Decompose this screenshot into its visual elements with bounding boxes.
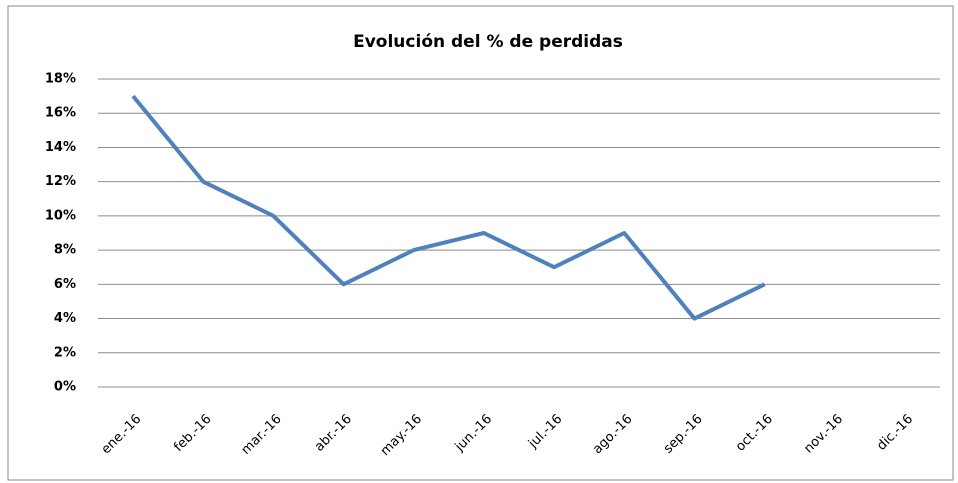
y-tick-label: 14% xyxy=(45,140,76,155)
y-tick-label: 4% xyxy=(54,311,76,326)
y-tick-label: 8% xyxy=(54,243,76,258)
y-tick-label: 18% xyxy=(45,72,76,87)
series-line xyxy=(131,94,766,321)
chart-title: Evolución del % de perdidas xyxy=(353,32,623,52)
chart-frame xyxy=(7,5,954,481)
y-tick-label: 10% xyxy=(45,208,76,223)
y-tick-label: 6% xyxy=(54,277,76,292)
y-tick-label: 16% xyxy=(45,106,76,121)
y-tick-label: 0% xyxy=(54,380,76,395)
y-tick-label: 2% xyxy=(54,345,76,360)
y-tick-label: 12% xyxy=(45,174,76,189)
